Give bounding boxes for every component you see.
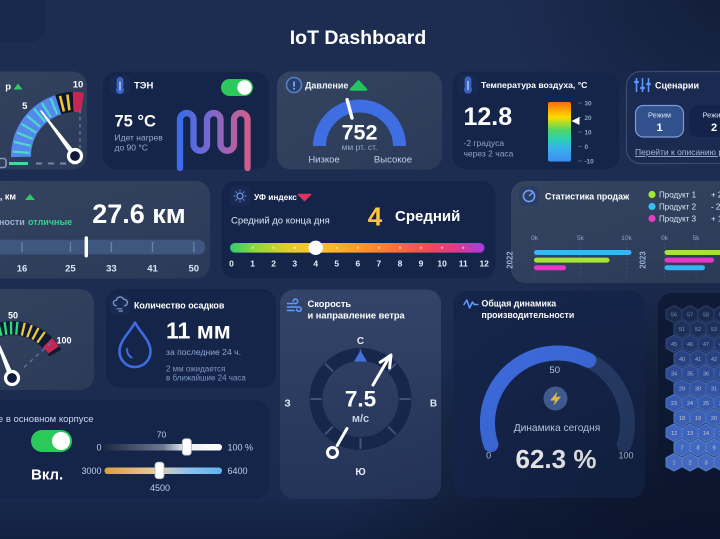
svg-text:1: 1	[250, 259, 255, 269]
svg-text:70: 70	[157, 430, 167, 440]
svg-text:р: р	[5, 82, 11, 93]
svg-text:Идет нагрев: Идет нагрев	[115, 133, 164, 143]
svg-text:5: 5	[334, 259, 339, 269]
svg-text:до 90 °C: до 90 °C	[115, 143, 148, 153]
svg-text:2023: 2023	[639, 251, 648, 269]
svg-text:4500: 4500	[150, 483, 170, 493]
svg-text:0: 0	[585, 144, 589, 151]
svg-text:отличные: отличные	[28, 217, 72, 227]
svg-text:752: 752	[342, 121, 378, 145]
svg-text:27.6 км: 27.6 км	[92, 199, 186, 229]
svg-text:З: З	[284, 399, 290, 410]
svg-text:5k: 5k	[577, 235, 585, 242]
svg-text:0k: 0k	[531, 235, 539, 242]
svg-text:Высокое: Высокое	[374, 155, 412, 166]
svg-text:6400: 6400	[228, 466, 248, 476]
svg-text:Освещение в основном корпусе: Освещение в основном корпусе	[0, 414, 93, 425]
svg-text:Вкл.: Вкл.	[31, 467, 63, 484]
svg-text:50: 50	[189, 264, 200, 275]
svg-text:33: 33	[106, 264, 117, 275]
svg-text:41: 41	[147, 264, 158, 275]
svg-text:16: 16	[17, 264, 28, 275]
svg-text:Режим: Режим	[702, 111, 720, 120]
svg-text:20: 20	[585, 115, 593, 122]
svg-text:2 мм ожидается: 2 мм ожидается	[166, 365, 225, 374]
svg-text:5: 5	[22, 101, 28, 112]
svg-text:25: 25	[65, 264, 76, 275]
svg-text:100: 100	[56, 336, 71, 346]
svg-text:Продукт 2: Продукт 2	[659, 202, 697, 211]
svg-text:Количество осадков: Количество осадков	[134, 301, 225, 311]
svg-text:Сценарии: Сценарии	[655, 81, 699, 91]
svg-text:4: 4	[368, 202, 383, 232]
svg-text:ь, км: ь, км	[0, 192, 16, 202]
svg-text:5k: 5k	[693, 235, 701, 242]
svg-text:Средний: Средний	[395, 208, 460, 225]
svg-text:- 2: - 2	[711, 202, 720, 211]
svg-text:IoT Dashboard: IoT Dashboard	[290, 27, 427, 49]
svg-text:10: 10	[585, 129, 593, 136]
svg-text:11 мм: 11 мм	[166, 318, 231, 344]
svg-text:2022: 2022	[506, 251, 515, 269]
svg-text:1: 1	[656, 122, 662, 134]
svg-text:10k: 10k	[621, 235, 632, 242]
svg-text:75 °C: 75 °C	[115, 113, 157, 131]
svg-text:2: 2	[711, 122, 717, 134]
svg-text:Продукт 3: Продукт 3	[659, 214, 697, 223]
svg-text:50: 50	[8, 311, 18, 321]
svg-text:Перейти к описанию режимов: Перейти к описанию режимов	[635, 147, 720, 157]
svg-text:мм рт. ст.: мм рт. ст.	[342, 142, 378, 152]
svg-text:0k: 0k	[661, 235, 669, 242]
svg-text:Средний до конца дня: Средний до конца дня	[231, 216, 330, 227]
svg-text:3: 3	[292, 259, 297, 269]
svg-text:УФ индекс: УФ индекс	[254, 192, 297, 202]
svg-text:2: 2	[271, 259, 276, 269]
svg-text:4: 4	[313, 259, 318, 269]
svg-text:30: 30	[585, 100, 593, 107]
svg-text:за последние 24 ч.: за последние 24 ч.	[166, 347, 241, 357]
svg-text:+ 2: + 2	[711, 190, 720, 199]
svg-text:Скорость: Скорость	[308, 299, 352, 309]
svg-text:6: 6	[356, 259, 361, 269]
svg-text:3000: 3000	[81, 466, 101, 476]
svg-text:в ближайшие 24 часа: в ближайшие 24 часа	[166, 374, 246, 383]
svg-text:Низкое: Низкое	[308, 155, 339, 166]
svg-text:ТЭН: ТЭН	[134, 81, 154, 92]
svg-text:100 %: 100 %	[228, 443, 254, 453]
svg-text:10: 10	[73, 80, 84, 91]
svg-text:-2 градуса: -2 градуса	[464, 138, 505, 148]
svg-text:и направление ветра: и направление ветра	[308, 311, 406, 321]
svg-text:Давление: Давление	[305, 81, 348, 91]
svg-text:+ 1: + 1	[711, 214, 720, 223]
svg-text:0: 0	[229, 259, 234, 269]
svg-text:Режим: Режим	[648, 111, 671, 120]
svg-text:Статистика продаж: Статистика продаж	[545, 192, 630, 202]
svg-text:Температура воздуха, °C: Температура воздуха, °C	[481, 80, 587, 90]
svg-text:0: 0	[96, 443, 101, 453]
svg-text:12.8: 12.8	[464, 103, 513, 131]
svg-text:Продукт 1: Продукт 1	[659, 190, 697, 199]
svg-text:ности: ности	[0, 217, 25, 227]
svg-text:через 2 часа: через 2 часа	[464, 149, 514, 159]
svg-text:-10: -10	[585, 158, 595, 165]
